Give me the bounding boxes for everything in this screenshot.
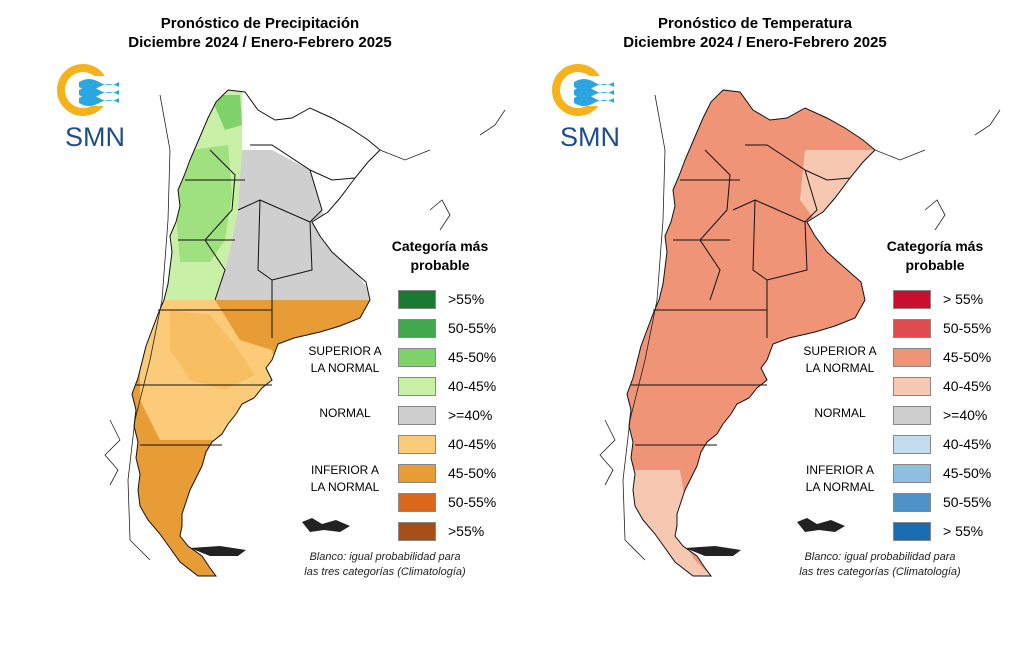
smn-logo-icon (552, 64, 624, 116)
climatology-note: Blanco: igual probabilidad para las tres… (275, 550, 495, 580)
temperature-legend-swatch-3 (893, 348, 931, 367)
smn-logo-text: SMN (560, 122, 620, 152)
precipitation-legend-swatch-6 (398, 435, 436, 454)
normal-label: NORMAL (814, 406, 866, 420)
temperature-legend-title: Categoría más probable (860, 237, 1010, 275)
precipitation-legend-swatch-1 (398, 290, 436, 309)
temperature-legend-swatch-6 (893, 435, 931, 454)
smn-logo-icon (57, 64, 129, 116)
temperature-panel: Pronóstico de Temperatura Diciembre 2024… (505, 0, 1005, 600)
precipitation-legend-label-1: >55% (448, 291, 485, 307)
precipitation-legend-label-6: 40-45% (448, 436, 497, 452)
precipitation-legend-label-3: 45-50% (448, 349, 497, 365)
temperature-legend-swatch-7 (893, 464, 931, 483)
legend-title-line2: probable (905, 257, 965, 273)
precipitation-title-line2: Diciembre 2024 / Enero-Febrero 2025 (128, 34, 392, 51)
inferior-label-line2: LA NORMAL (310, 480, 380, 494)
legend-title-line1: Categoría más (391, 238, 489, 254)
temperature-title-line1: Pronóstico de Temperatura (658, 15, 852, 32)
temperature-title: Pronóstico de Temperatura Diciembre 2024… (505, 14, 1005, 52)
precipitation-legend-label-9: >55% (448, 523, 485, 539)
temperature-legend-label-6: 40-45% (943, 436, 992, 452)
smn-logo: SMN (55, 60, 135, 155)
superior-label-line1: SUPERIOR A (308, 344, 382, 358)
legend-title-line1: Categoría más (886, 238, 984, 254)
normal-label: NORMAL (319, 406, 371, 420)
precipitation-legend-title: Categoría más probable (365, 237, 515, 275)
temperature-legend-swatch-5 (893, 406, 931, 425)
note-line2: las tres categorías (Climatología) (799, 566, 961, 578)
note-line2: las tres categorías (Climatología) (304, 566, 466, 578)
precipitation-legend-label-8: 50-55% (448, 494, 497, 510)
note-line1: Blanco: igual probabilidad para (309, 551, 461, 563)
precipitation-map (104, 89, 506, 577)
temperature-legend-label-9: > 55% (943, 523, 984, 539)
temperature-map (599, 89, 1001, 577)
temperature-legend-swatch-8 (893, 493, 931, 512)
temperature-legend-label-8: 50-55% (943, 494, 992, 510)
superior-label-line2: LA NORMAL (310, 361, 380, 375)
precipitation-legend-swatch-8 (398, 493, 436, 512)
note-line1: Blanco: igual probabilidad para (804, 551, 956, 563)
precipitation-legend-label-4: 40-45% (448, 378, 497, 394)
temperature-legend-label-2: 50-55% (943, 320, 992, 336)
temperature-legend-label-1: > 55% (943, 291, 984, 307)
smn-logo: SMN (550, 60, 630, 155)
inferior-label-line1: INFERIOR A (310, 463, 379, 477)
precipitation-title: Pronóstico de Precipitación Diciembre 20… (10, 14, 510, 52)
temperature-legend-swatch-4 (893, 377, 931, 396)
precipitation-legend-swatch-4 (398, 377, 436, 396)
inferior-label: INFERIOR A LA NORMAL (300, 462, 390, 496)
superior-label: SUPERIOR A LA NORMAL (795, 343, 885, 377)
precipitation-legend-swatch-7 (398, 464, 436, 483)
legend-title-line2: probable (410, 257, 470, 273)
temperature-legend-label-3: 45-50% (943, 349, 992, 365)
temperature-legend-label-5: >=40% (943, 407, 988, 423)
superior-label: SUPERIOR A LA NORMAL (300, 343, 390, 377)
precipitation-legend-label-2: 50-55% (448, 320, 497, 336)
precipitation-legend-swatch-3 (398, 348, 436, 367)
temperature-legend-swatch-2 (893, 319, 931, 338)
climatology-note: Blanco: igual probabilidad para las tres… (770, 550, 990, 580)
precipitation-legend-swatch-9 (398, 522, 436, 541)
temperature-legend-label-7: 45-50% (943, 465, 992, 481)
superior-label-line1: SUPERIOR A (803, 344, 877, 358)
precipitation-legend-swatch-2 (398, 319, 436, 338)
precipitation-panel: Pronóstico de Precipitación Diciembre 20… (10, 0, 510, 600)
inferior-label-line2: LA NORMAL (805, 480, 875, 494)
temperature-legend-swatch-1 (893, 290, 931, 309)
precipitation-legend-label-7: 45-50% (448, 465, 497, 481)
temperature-title-line2: Diciembre 2024 / Enero-Febrero 2025 (623, 34, 887, 51)
temperature-legend-label-4: 40-45% (943, 378, 992, 394)
inferior-label-line1: INFERIOR A (805, 463, 874, 477)
temperature-legend-swatch-9 (893, 522, 931, 541)
precipitation-legend-swatch-5 (398, 406, 436, 425)
smn-logo-text: SMN (65, 122, 125, 152)
inferior-label: INFERIOR A LA NORMAL (795, 462, 885, 496)
superior-label-line2: LA NORMAL (805, 361, 875, 375)
precipitation-legend-label-5: >=40% (448, 407, 493, 423)
precipitation-title-line1: Pronóstico de Precipitación (160, 15, 360, 32)
